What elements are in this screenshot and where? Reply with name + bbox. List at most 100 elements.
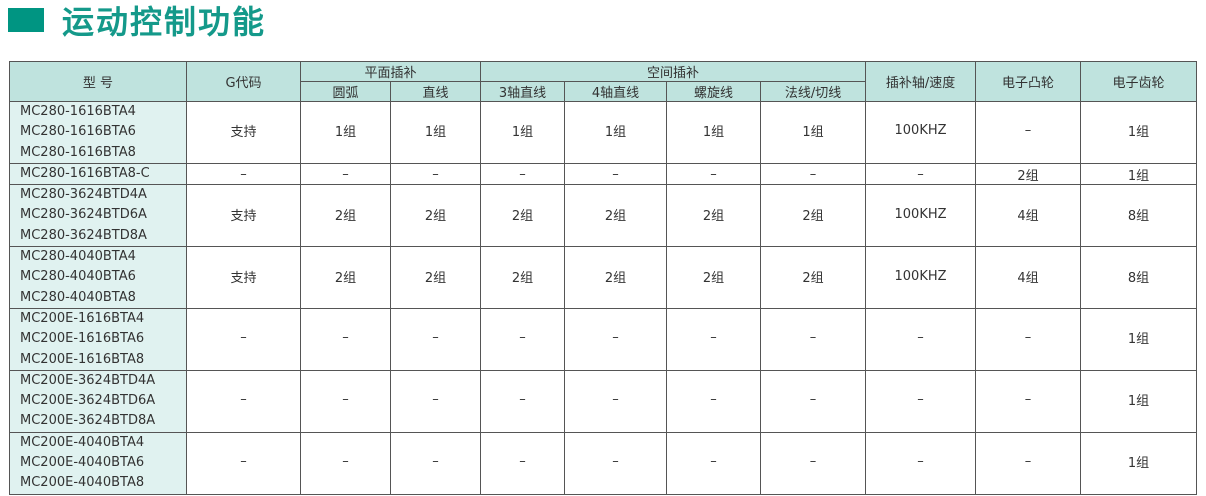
header-model: 型 号 (9, 61, 187, 102)
model-name: MC280-3624BTD8A (20, 227, 147, 243)
table-row: MC200E-4040BTA4 MC200E-4040BTA6 MC200E-404… (9, 431, 1198, 495)
header-arc: 圆弧 (300, 81, 391, 102)
value-cell: – (865, 431, 977, 495)
model-name: MC280-3624BTD6A (20, 207, 147, 223)
value-cell: – (300, 369, 391, 433)
header-gcode: G代码 (186, 61, 301, 102)
model-name: MC200E-1616BTA6 (20, 331, 145, 347)
value-cell: – (300, 162, 391, 186)
motion-control-table: 型 号 G代码 平面插补 空间插补 插补轴/速度 电子凸轮 电子齿轮 圆弧 直线… (9, 61, 1198, 495)
header-4axis-line: 4轴直线 (564, 81, 668, 102)
section-title: 运动控制功能 (8, 0, 267, 41)
model-name: MC200E-3624BTD8A (20, 413, 156, 429)
value-cell: 4组 (975, 246, 1082, 309)
value-cell: 2组 (760, 246, 867, 309)
value-cell: 1组 (564, 101, 668, 164)
title-text: 运动控制功能 (62, 3, 267, 41)
table-row: MC280-1616BTA8-C – – – – – – – –2组 1组 (9, 162, 1198, 186)
value-cell: – (389, 431, 482, 495)
header-normal-tangent: 法线/切线 (760, 81, 867, 102)
value-cell: – (975, 369, 1082, 433)
value-cell: 1组 (760, 101, 867, 164)
model-cell: MC280-3624BTD4A MC280-3624BTD6A MC280-3624… (9, 184, 187, 248)
value-cell: 100KHZ (865, 246, 977, 309)
model-name: MC280-3624BTD4A (20, 187, 147, 203)
value-cell: – (480, 369, 566, 433)
model-cell: MC280-1616BTA4 MC280-1616BTA6 MC280-1616BT… (9, 101, 187, 164)
value-cell: – (666, 307, 762, 371)
model-cell: MC280-4040BTA4 MC280-4040BTA6 MC280-4040BT… (9, 246, 187, 309)
model-cell: MC280-1616BTA8-C (9, 162, 187, 186)
table-row: MC200E-3624BTD4A MC200E-3624BTD6A MC200E-3… (9, 369, 1198, 433)
model-name: MC200E-4040BTA8 (20, 475, 145, 491)
value-cell: 1组 (1080, 101, 1198, 164)
model-name: MC200E-1616BTA8 (20, 351, 145, 367)
value-cell: 2组 (300, 184, 391, 248)
table-row: MC280-3624BTD4A MC280-3624BTD6A MC280-3624… (9, 184, 1198, 248)
model-name: MC280-1616BTA6 (20, 124, 136, 140)
value-cell: 1组 (300, 101, 391, 164)
header-space-interp: 空间插补 (480, 61, 867, 82)
title-square-icon (8, 8, 44, 32)
model-name: MC280-4040BTA6 (20, 269, 136, 285)
model-cell: MC200E-1616BTA4 MC200E-1616BTA6 MC200E-161… (9, 307, 187, 371)
value-cell: – (666, 369, 762, 433)
value-cell: – (564, 431, 668, 495)
value-cell: 8组 (1080, 184, 1198, 248)
value-cell: – (760, 307, 867, 371)
value-cell: 4组 (975, 184, 1082, 248)
model-name: MC280-1616BTA4 (20, 104, 136, 119)
value-cell: 100KHZ (865, 101, 977, 164)
value-cell: – (760, 431, 867, 495)
value-cell: – (865, 369, 977, 433)
value-cell: – (186, 369, 301, 433)
value-cell: – (300, 431, 391, 495)
value-cell: – (480, 162, 566, 186)
header-electronic-cam: 电子凸轮 (975, 61, 1082, 102)
model-name: MC200E-3624BTD6A (20, 393, 156, 409)
value-cell: 1组 (1080, 431, 1198, 495)
table-row: MC200E-1616BTA4 MC200E-1616BTA6 MC200E-161… (9, 307, 1198, 371)
value-cell: – (389, 162, 482, 186)
header-electronic-gear: 电子齿轮 (1080, 61, 1198, 102)
value-cell: 支持 (186, 101, 301, 164)
value-cell: 100KHZ (865, 184, 977, 248)
value-cell: – (480, 431, 566, 495)
value-cell: – (666, 431, 762, 495)
value-cell: – (865, 307, 977, 371)
value-cell: 2组 (480, 184, 566, 248)
value-cell: 2组 (300, 246, 391, 309)
value-cell: 1组 (389, 101, 482, 164)
value-cell: – (666, 162, 762, 186)
value-cell: 支持 (186, 246, 301, 309)
value-cell: – (300, 307, 391, 371)
value-cell: – (975, 101, 1082, 164)
value-cell: – (389, 369, 482, 433)
model-name: MC280-4040BTA8 (20, 289, 136, 305)
model-name: MC200E-4040BTA6 (20, 455, 145, 471)
model-name: MC200E-3624BTD4A (20, 372, 156, 388)
value-cell: – (389, 307, 482, 371)
value-cell: 支持 (186, 184, 301, 248)
value-cell: 2组 (564, 184, 668, 248)
value-cell: – (186, 431, 301, 495)
model-name: MC200E-1616BTA4 (20, 310, 145, 326)
model-name: MC280-1616BTA8-C (20, 165, 150, 181)
value-cell: – (186, 307, 301, 371)
header-line: 直线 (389, 81, 482, 102)
value-cell: 2组 (389, 184, 482, 248)
value-cell: 1组 (1080, 369, 1198, 433)
value-cell: 2组 (975, 162, 1082, 186)
header-3axis-line: 3轴直线 (480, 81, 566, 102)
value-cell: 2组 (480, 246, 566, 309)
value-cell: 8组 (1080, 246, 1198, 309)
value-cell: – (564, 369, 668, 433)
table-row: MC280-1616BTA4 MC280-1616BTA6 MC280-1616BT… (9, 101, 1198, 164)
value-cell: 1组 (480, 101, 566, 164)
value-cell: 2组 (666, 246, 762, 309)
value-cell: – (760, 162, 867, 186)
value-cell: – (760, 369, 867, 433)
model-cell: MC200E-4040BTA4 MC200E-4040BTA6 MC200E-404… (9, 431, 187, 495)
value-cell: – (564, 307, 668, 371)
value-cell: 2组 (389, 246, 482, 309)
